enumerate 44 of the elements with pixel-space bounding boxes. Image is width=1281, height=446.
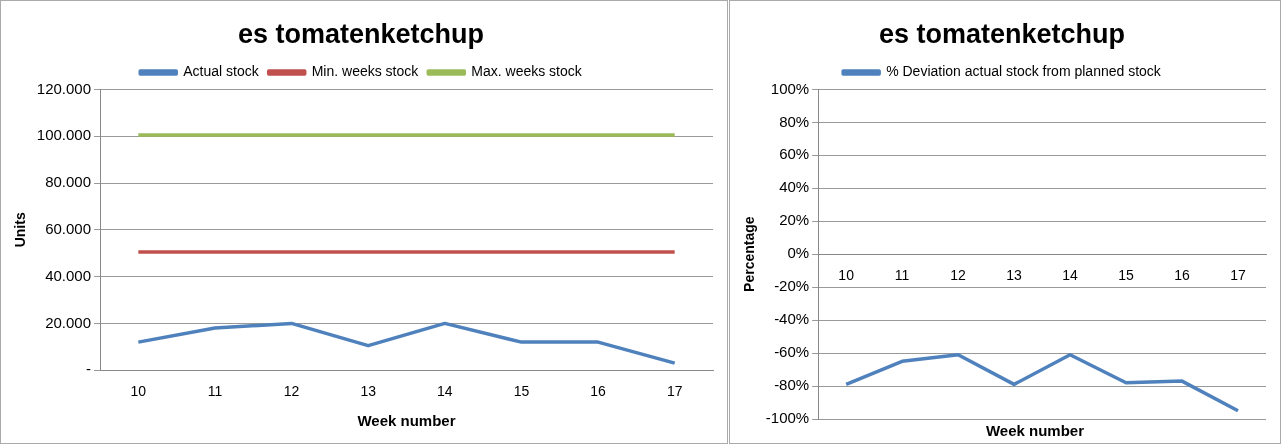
y-tick-label: 0% — [787, 244, 810, 262]
y-tick-label: 40.000 — [45, 266, 92, 284]
y-tick-label: 80.000 — [45, 173, 92, 191]
x-tick-label: 10 — [838, 267, 855, 284]
y-tick-label: 100% — [770, 79, 810, 97]
y-tick-label: -60% — [774, 343, 810, 361]
x-tick-label: 13 — [360, 383, 377, 400]
x-tick-label: 15 — [1118, 267, 1135, 284]
x-tick-label: 17 — [1230, 267, 1247, 284]
y-tick-label: 60% — [779, 145, 810, 163]
x-tick-label: 17 — [666, 383, 683, 400]
chart-title: es tomatenketchup — [878, 18, 1126, 49]
y-tick-label: - — [86, 360, 92, 378]
x-tick-label: 16 — [590, 383, 607, 400]
y-tick-label: 120.000 — [36, 79, 92, 97]
y-tick-label: 40% — [779, 178, 810, 196]
y-tick-label: -80% — [774, 376, 810, 394]
x-tick-label: 13 — [1006, 267, 1023, 284]
x-tick-label: 11 — [207, 383, 223, 400]
y-tick-label: -100% — [765, 409, 810, 427]
legend-label: Actual stock — [183, 63, 260, 80]
y-tick-label: -20% — [774, 277, 810, 295]
x-tick-label: 16 — [1174, 267, 1191, 284]
x-tick-label: 15 — [513, 383, 530, 400]
chart-title: es tomatenketchup — [237, 18, 485, 49]
y-tick-label: 100.000 — [36, 126, 92, 144]
x-tick-label: 11 — [894, 267, 910, 284]
y-tick-label: -40% — [774, 310, 810, 328]
legend-label: % Deviation actual stock from planned stock — [886, 63, 1162, 80]
y-tick-label: 20% — [779, 211, 810, 229]
y-tick-label: 20.000 — [45, 313, 92, 331]
x-tick-label: 14 — [1062, 267, 1079, 284]
x-tick-label: 12 — [283, 383, 300, 400]
legend-label: Min. weeks stock — [311, 63, 420, 80]
x-axis-title: Week number — [357, 412, 456, 430]
y-axis-title: Percentage — [741, 216, 758, 292]
x-axis-title: Week number — [985, 422, 1085, 439]
y-tick-label: 80% — [779, 112, 810, 130]
x-tick-label: 14 — [437, 383, 453, 400]
y-axis-title: Units — [12, 212, 29, 248]
legend-label: Max. weeks stock — [471, 63, 583, 80]
y-tick-label: 60.000 — [45, 219, 92, 237]
x-tick-label: 10 — [130, 383, 147, 400]
x-tick-label: 12 — [950, 267, 967, 284]
